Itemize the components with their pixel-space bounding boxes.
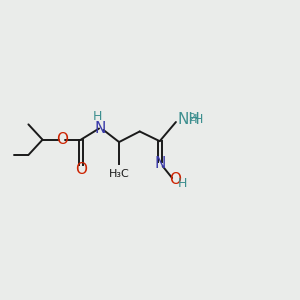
Text: H: H — [193, 112, 203, 126]
Text: O: O — [169, 172, 181, 187]
Text: N: N — [94, 121, 106, 136]
Text: 2: 2 — [188, 113, 195, 124]
Text: H₃C: H₃C — [109, 169, 130, 178]
Text: H: H — [178, 177, 187, 190]
Text: O: O — [56, 132, 68, 147]
Text: O: O — [75, 162, 87, 177]
Text: N: N — [154, 156, 165, 171]
Text: NH: NH — [177, 112, 200, 127]
Text: H: H — [93, 110, 102, 123]
